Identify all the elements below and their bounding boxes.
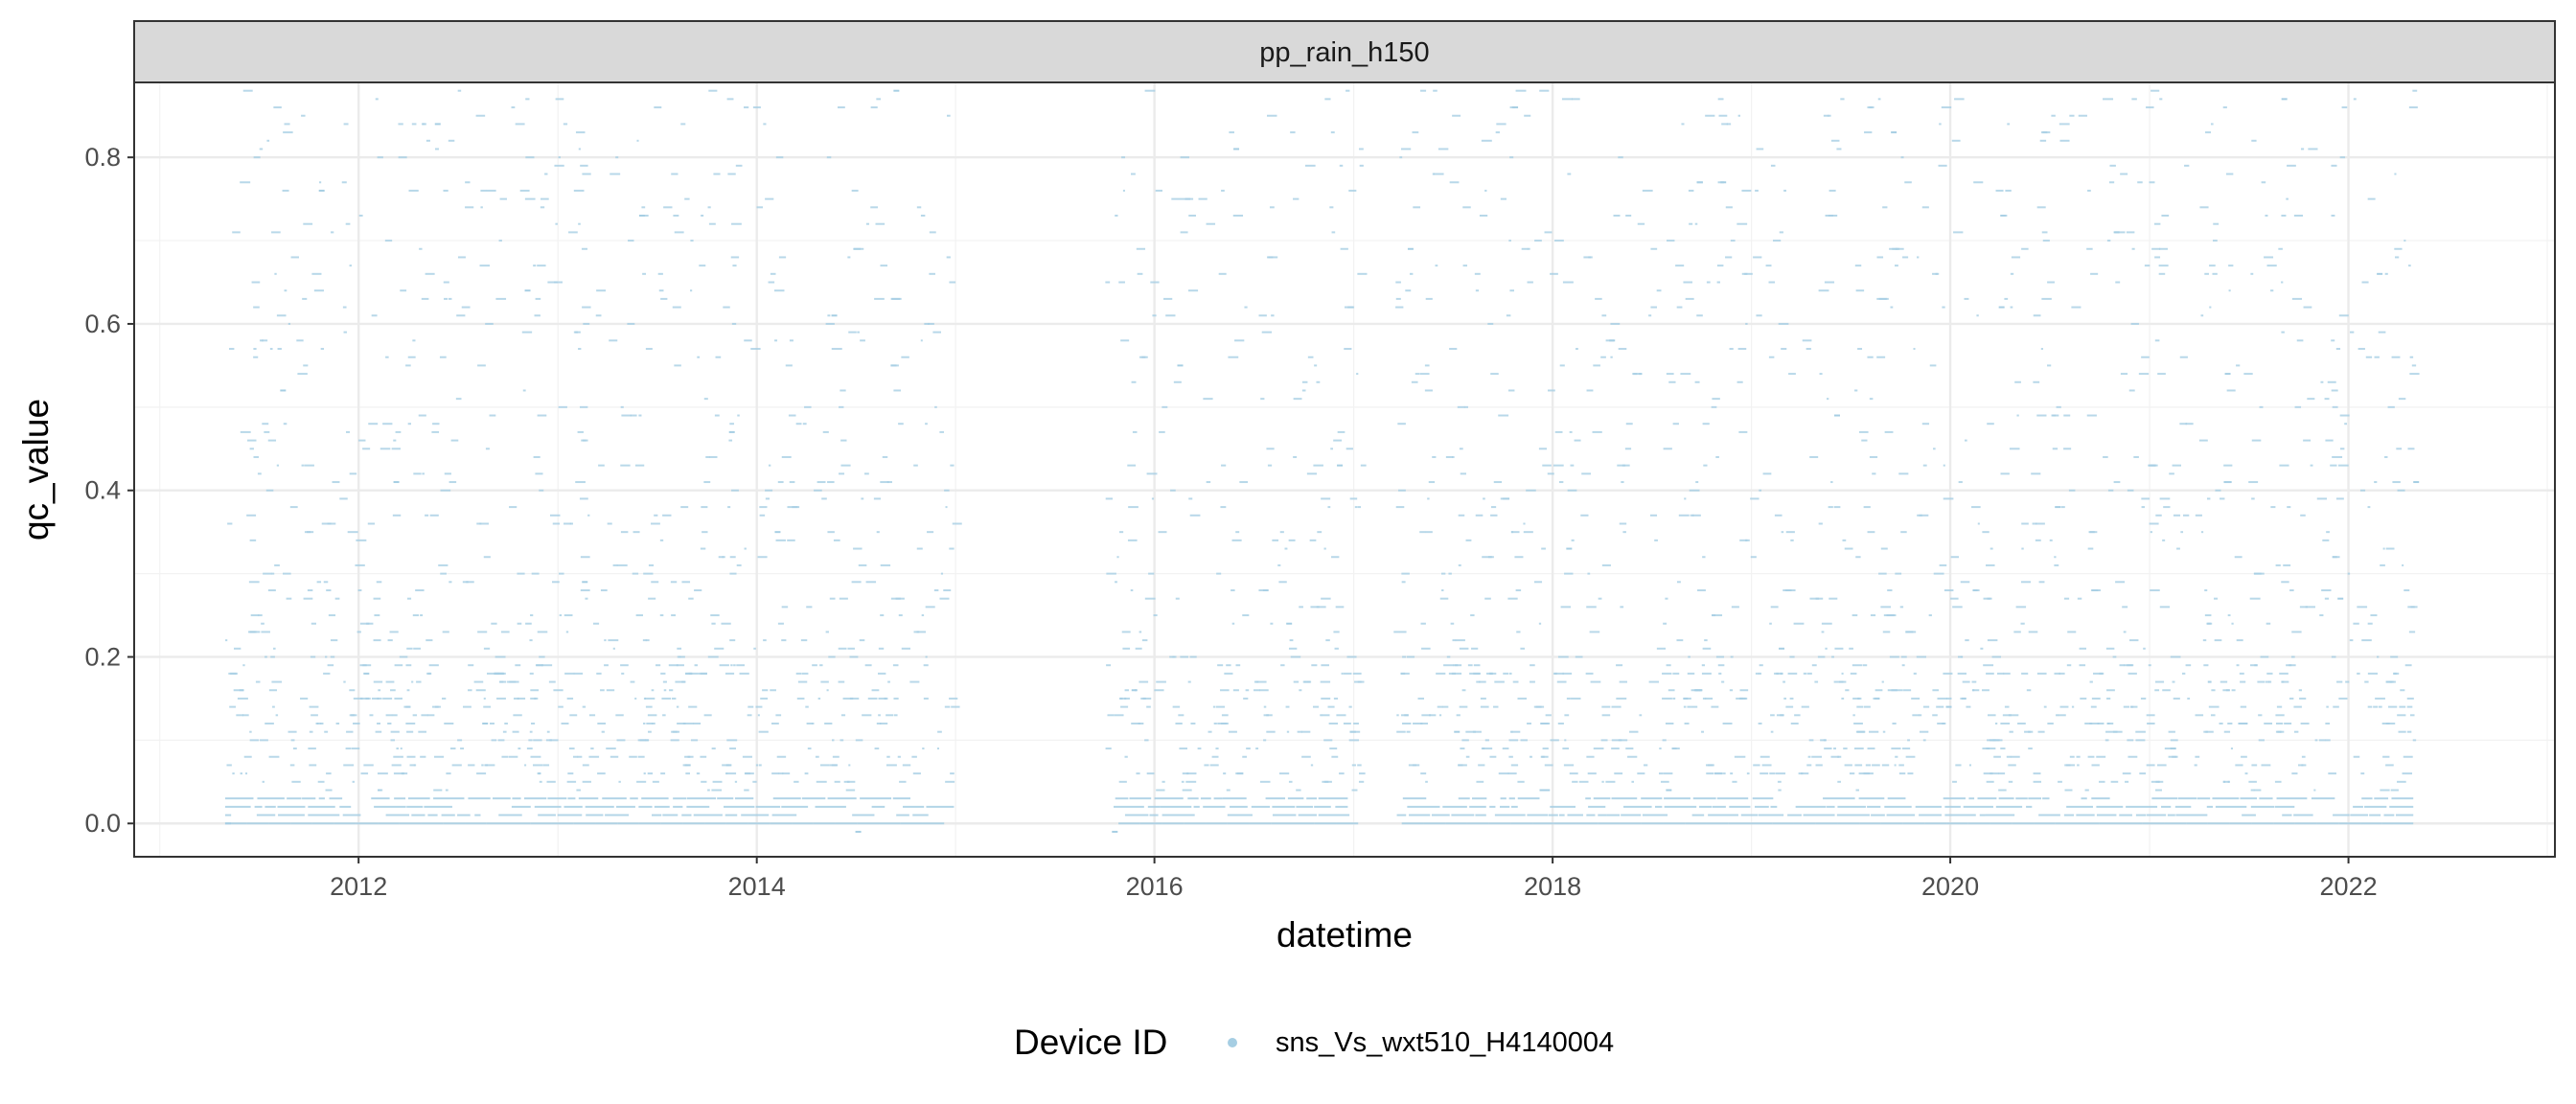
y-tick-label: 0.6 (84, 310, 121, 338)
x-tick-label: 2016 (1126, 872, 1184, 901)
plot-panel-border (133, 81, 2556, 858)
y-axis-title: qc_value (16, 399, 56, 540)
legend-key-marker (1228, 1038, 1237, 1047)
y-tick-label: 0.2 (84, 642, 121, 671)
x-axis: 2012 2014 2016 2018 2020 2022 (330, 857, 2378, 901)
data-points (224, 89, 2420, 833)
legend-title: Device ID (1014, 1023, 1167, 1062)
facet-strip: pp_rain_h150 (133, 20, 2556, 83)
x-tick-label: 2012 (330, 872, 387, 901)
x-tick-label: 2022 (2320, 872, 2378, 901)
y-axis: 0.0 0.2 0.4 0.6 0.8 (84, 143, 134, 838)
y-tick-label: 0.4 (84, 476, 121, 505)
x-tick-label: 2014 (728, 872, 786, 901)
x-tick-label: 2018 (1524, 872, 1581, 901)
y-tick-label: 0.0 (84, 809, 121, 838)
facet-strip-background (133, 20, 2556, 83)
plot-panel-background (134, 82, 2555, 857)
x-axis-title: datetime (1276, 915, 1413, 954)
y-tick-label: 0.8 (84, 143, 121, 172)
grid-minor (134, 82, 2555, 857)
facet-strip-label: pp_rain_h150 (1259, 37, 1429, 68)
legend: Device ID sns_Vs_wxt510_H4140004 (1014, 1023, 1614, 1062)
x-tick-label: 2020 (1921, 872, 1979, 901)
legend-entry-label: sns_Vs_wxt510_H4140004 (1276, 1027, 1614, 1058)
